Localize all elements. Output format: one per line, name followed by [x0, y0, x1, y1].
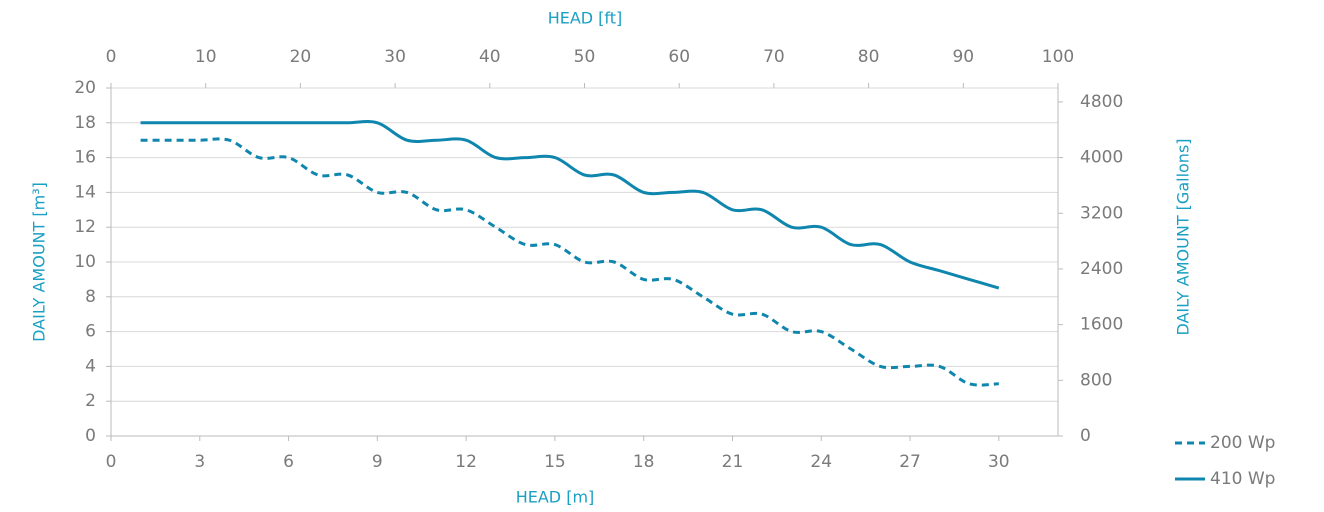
x-tick-label: 9: [372, 452, 383, 472]
y2-tick-label: 1600: [1080, 315, 1123, 335]
y2-axis-title: DAILY AMOUNT [Gallons]: [1174, 138, 1193, 335]
y2-tick-label: 4800: [1080, 92, 1123, 112]
x2-tick-label: 50: [574, 47, 596, 67]
x-tick-label: 6: [283, 452, 294, 472]
y-tick-label: 20: [74, 78, 96, 98]
x2-tick-label: 70: [763, 47, 785, 67]
x2-tick-label: 20: [290, 47, 312, 67]
y-tick-label: 18: [74, 113, 96, 133]
x2-tick-label: 0: [106, 47, 117, 67]
y2-tick-label: 3200: [1080, 203, 1123, 223]
legend-label: 200 Wp: [1210, 433, 1275, 453]
series-line: [140, 120, 1000, 290]
x-tick-label: 21: [722, 452, 744, 472]
x-tick-label: 12: [455, 452, 477, 472]
x2-tick-label: 80: [858, 47, 880, 67]
y-tick-label: 10: [74, 252, 96, 272]
y2-tick-label: 2400: [1080, 259, 1123, 279]
x2-axis-title: HEAD [ft]: [548, 9, 623, 28]
y2-tick-label: 4000: [1080, 148, 1123, 168]
x-tick-label: 30: [988, 452, 1010, 472]
x-tick-label: 24: [810, 452, 832, 472]
x2-tick-label: 10: [195, 47, 217, 67]
x2-tick-label: 60: [668, 47, 690, 67]
x-tick-label: 27: [899, 452, 921, 472]
y-tick-label: 4: [85, 356, 96, 376]
y-tick-label: 16: [74, 148, 96, 168]
y-tick-label: 14: [74, 182, 96, 202]
y2-tick-label: 0: [1080, 426, 1091, 446]
x2-tick-label: 100: [1042, 47, 1074, 67]
series-line: [140, 137, 999, 387]
legend-label: 410 Wp: [1210, 469, 1275, 489]
x-tick-label: 3: [194, 452, 205, 472]
y-axis-title: DAILY AMOUNT [m³]: [30, 182, 49, 342]
y-tick-label: 8: [85, 287, 96, 307]
x-tick-label: 0: [106, 452, 117, 472]
x2-tick-label: 30: [384, 47, 406, 67]
x-tick-label: 15: [544, 452, 566, 472]
y2-tick-label: 800: [1080, 370, 1112, 390]
y-tick-label: 12: [74, 217, 96, 237]
x-axis-title: HEAD [m]: [516, 488, 595, 507]
x2-tick-label: 40: [479, 47, 501, 67]
x2-tick-label: 90: [952, 47, 974, 67]
y-tick-label: 2: [85, 391, 96, 411]
y-tick-label: 0: [85, 426, 96, 446]
x-tick-label: 18: [633, 452, 655, 472]
y-tick-label: 6: [85, 322, 96, 342]
